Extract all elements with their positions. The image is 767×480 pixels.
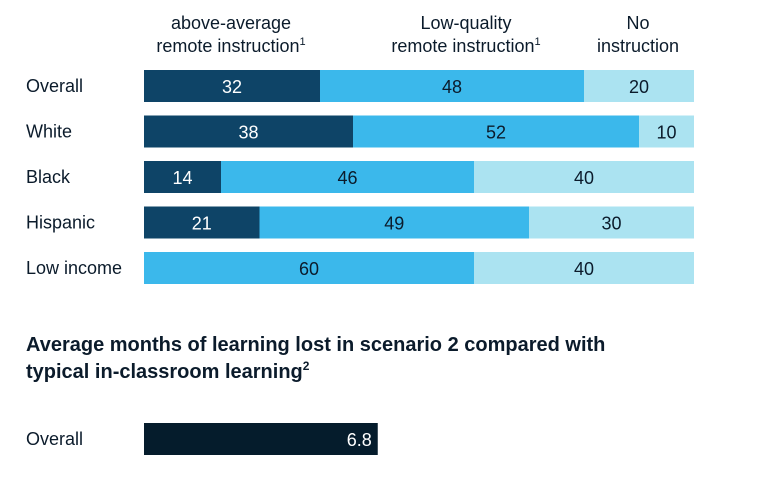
category-label: Hispanic [26,213,95,233]
bar-value-label: 40 [574,259,594,279]
bar-row-black: Black 14 46 40 [26,161,694,193]
legend-footnote-marker: 1 [299,36,305,48]
bar-segment-series-1 [144,115,353,148]
bar-value-label: 49 [384,214,404,234]
legend-label-1-line-2: remote instruction1 [156,36,305,56]
category-label: Overall [26,76,83,96]
bar-segment-series-2 [144,252,474,284]
category-label: White [26,122,72,142]
bar-segment-series-2 [353,115,639,148]
bar-value-label: 60 [299,259,319,279]
category-label: Low income [26,258,122,278]
bar-row-white: White 38 52 10 [26,115,694,148]
legend-label-3-line-2: instruction [597,36,679,56]
bar-segment-series-1 [144,161,221,193]
section-title-line-2: typical in-classroom learning2 [26,359,310,383]
bar-value-label: 48 [442,77,462,97]
legend-label-2-line-1: Low-quality [420,13,511,33]
bar-segment-series-2 [221,161,474,193]
bar-value-label: 21 [192,214,212,234]
legend-label-1-line-1: above-average [171,13,291,33]
bar-segment-series-3 [584,70,694,102]
bar-segment-series-3 [474,161,694,193]
bar-segment-series-1 [144,206,260,239]
learning-lost-row: Overall 6.8 [26,423,378,455]
bar-value-label: 10 [656,123,676,143]
bar-value-label: 46 [337,168,357,188]
chart-legend: above-average remote instruction1 Low-qual… [156,13,679,56]
learning-lost-section: Average months of learning lost in scena… [26,334,605,455]
stacked-bar-rows: Overall 32 48 20 White 38 52 10 Black 14 46 40 Hispa… [26,70,694,284]
bar-segment-series-3 [529,206,694,239]
bar-segment-series-3 [639,115,694,148]
learning-lost-bar [144,423,378,455]
legend-footnote-marker: 1 [534,36,540,48]
section-title-line-1: Average months of learning lost in scena… [26,334,605,356]
bar-value-label: 6.8 [347,430,372,450]
bar-segment-series-1 [144,70,320,102]
bar-row-overall: Overall 32 48 20 [26,70,694,102]
bar-value-label: 38 [238,123,258,143]
bar-segment-series-2 [259,206,529,239]
bar-row-hispanic: Hispanic 21 49 30 [26,206,694,239]
bar-value-label: 52 [486,123,506,143]
category-label: Overall [26,429,83,449]
legend-label-2-line-2: remote instruction1 [391,36,540,56]
bar-value-label: 20 [629,77,649,97]
bar-value-label: 32 [222,77,242,97]
bar-row-low-income: Low income 60 40 [26,252,694,284]
category-label: Black [26,167,71,187]
bar-segment-series-3 [474,252,694,284]
bar-value-label: 30 [601,214,621,234]
title-footnote-marker: 2 [303,359,310,373]
legend-label-3-line-1: No [626,13,649,33]
bar-value-label: 40 [574,168,594,188]
bar-value-label: 14 [172,168,192,188]
bar-segment-series-2 [320,70,584,102]
